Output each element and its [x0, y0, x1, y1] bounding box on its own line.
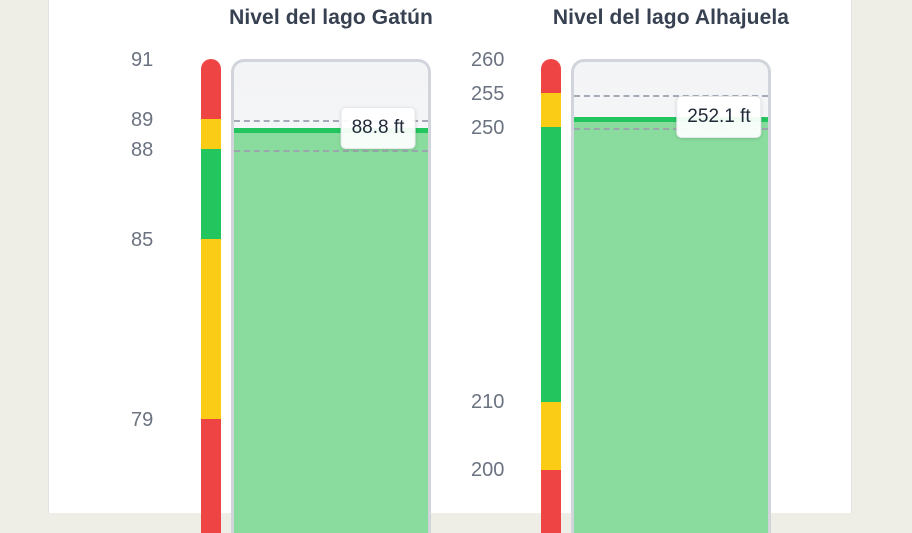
gauge-title: Nivel del lago Gatún — [229, 6, 433, 29]
gauge-alhajuela: Nivel del lago Alhajuela 260 255 250 210… — [471, 0, 871, 533]
band-green — [541, 127, 561, 402]
status-band-bar — [201, 59, 221, 533]
tick-label: 260 — [471, 49, 505, 71]
tick-label: 200 — [471, 459, 505, 481]
reference-line-255 — [574, 95, 768, 97]
band-yellow-low — [541, 402, 561, 470]
tick-label: 89 — [131, 109, 154, 131]
tank — [571, 59, 771, 533]
gauge-gatun: Nivel del lago Gatún 91 89 88 85 79 88.8… — [131, 0, 531, 533]
tick-label: 255 — [471, 83, 505, 105]
reference-line-89 — [234, 120, 428, 122]
lake-levels-card: Nivel del lago Gatún 91 89 88 85 79 88.8… — [48, 0, 852, 533]
tank — [231, 59, 431, 533]
status-band-bar — [541, 59, 561, 533]
band-yellow-high — [541, 93, 561, 127]
band-red-low — [201, 419, 221, 533]
level-value-label: 88.8 ft — [340, 107, 416, 149]
band-red-high — [541, 59, 561, 93]
gauge-title: Nivel del lago Alhajuela — [552, 6, 790, 29]
water-fill — [234, 128, 428, 533]
band-yellow-high — [201, 119, 221, 149]
band-yellow-low — [201, 239, 221, 419]
reference-line-88 — [234, 150, 428, 152]
water-fill — [574, 117, 768, 533]
tick-label: 85 — [131, 229, 154, 251]
reference-line-250 — [574, 128, 768, 130]
tick-label: 210 — [471, 391, 505, 413]
band-red-low — [541, 470, 561, 533]
tick-label: 91 — [131, 49, 154, 71]
band-red-high — [201, 59, 221, 119]
tick-label: 250 — [471, 117, 505, 139]
band-green — [201, 149, 221, 239]
water-surface — [574, 117, 768, 122]
level-value-label: 252.1 ft — [676, 96, 762, 138]
tick-label: 79 — [131, 409, 154, 431]
water-surface — [234, 128, 428, 133]
tick-label: 88 — [131, 139, 154, 161]
